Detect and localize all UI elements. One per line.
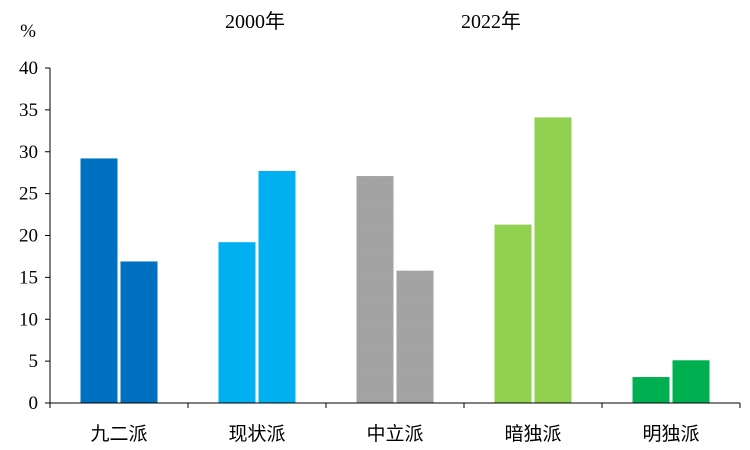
y-tick-label: 20 bbox=[19, 226, 38, 247]
y-tick-label: 15 bbox=[19, 267, 38, 288]
axes-group: 九二派 现状派 中立派 暗独派 明独派 0 5 10 15 20 25 30 35 40 bbox=[19, 58, 741, 445]
category-label: 现状派 bbox=[228, 423, 285, 445]
year-header-2000: 2000年 bbox=[225, 10, 285, 33]
bar-九二派-header-1 bbox=[80, 158, 118, 403]
category-label: 明独派 bbox=[642, 423, 699, 445]
bar-现状派-header-1 bbox=[218, 242, 256, 403]
y-tick-label: 30 bbox=[19, 142, 38, 163]
bar-暗独派-header-1 bbox=[494, 224, 532, 403]
year-header-2022: 2022年 bbox=[461, 10, 521, 33]
bar-明独派-header-1 bbox=[632, 377, 670, 403]
bar-中立派-header-1 bbox=[356, 176, 394, 403]
y-axis-unit-label: % bbox=[20, 21, 36, 42]
bars-group bbox=[80, 117, 710, 403]
y-tick-label: 40 bbox=[19, 58, 38, 79]
bar-中立派-header-2 bbox=[396, 270, 434, 403]
y-tick-label: 25 bbox=[19, 184, 38, 205]
bar-暗独派-header-2 bbox=[534, 117, 572, 403]
y-tick-label: 10 bbox=[19, 309, 38, 330]
category-label: 九二派 bbox=[90, 423, 147, 445]
bar-明独派-header-2 bbox=[672, 360, 710, 403]
y-tick-label: 0 bbox=[29, 393, 39, 414]
category-label: 中立派 bbox=[366, 423, 423, 445]
category-label: 暗独派 bbox=[504, 423, 561, 445]
y-tick-label: 35 bbox=[19, 100, 38, 121]
y-tick-label: 5 bbox=[29, 351, 39, 372]
bar-现状派-header-2 bbox=[258, 171, 296, 403]
bar-九二派-header-2 bbox=[120, 261, 158, 403]
